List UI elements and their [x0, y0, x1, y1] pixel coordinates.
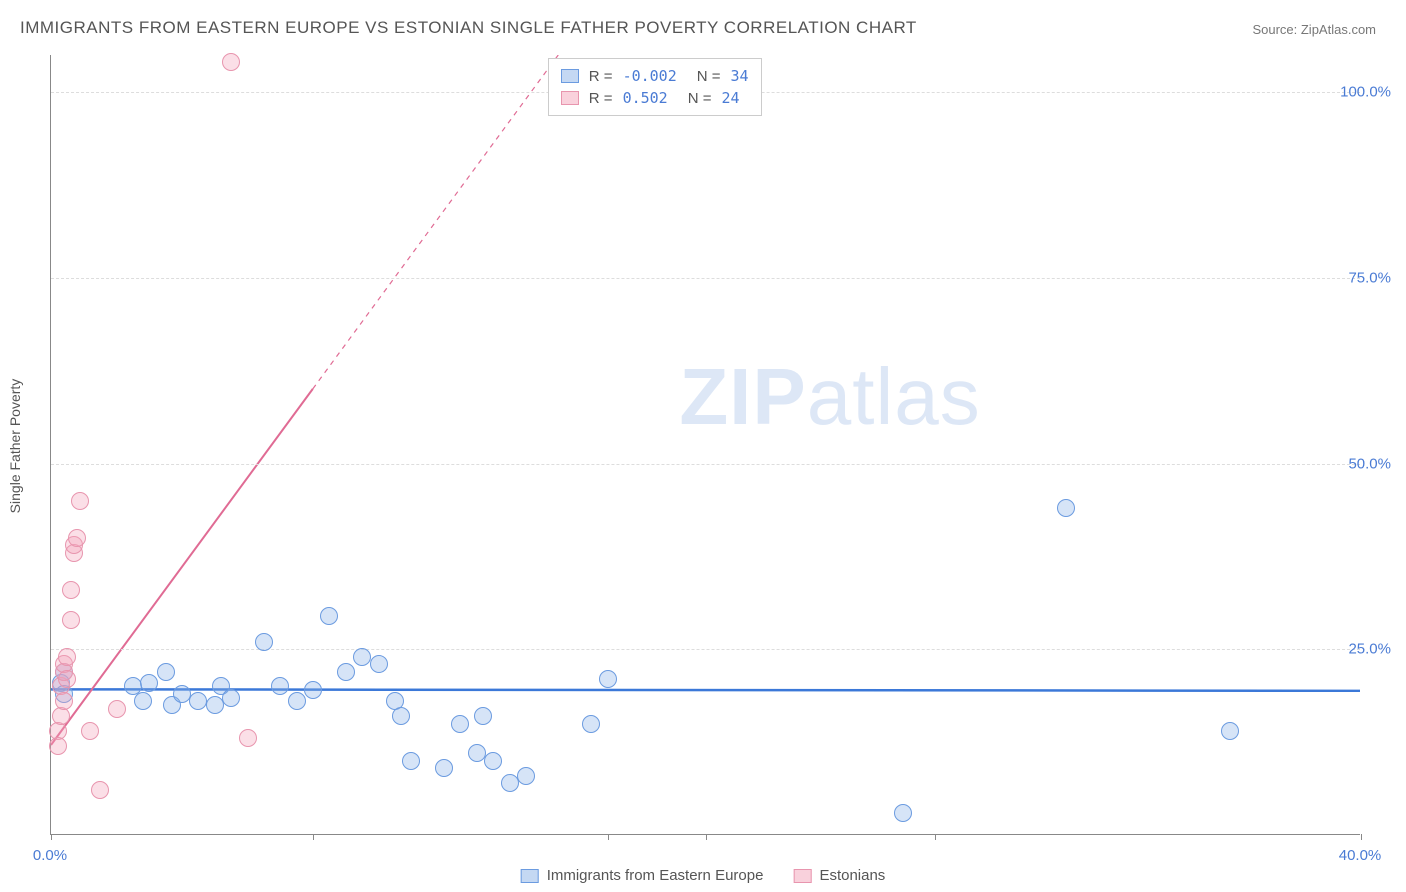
legend-bottom-item: Immigrants from Eastern Europe [521, 867, 764, 884]
data-point-estonians [108, 700, 126, 718]
data-point-immigrants [894, 804, 912, 822]
data-point-immigrants [206, 696, 224, 714]
y-tick-label: 25.0% [1348, 641, 1391, 658]
legend-row: R = -0.002 N = 34 [561, 65, 749, 87]
data-point-immigrants [222, 689, 240, 707]
legend-bottom-label: Immigrants from Eastern Europe [547, 867, 764, 884]
data-point-immigrants [435, 759, 453, 777]
legend-bottom-label: Estonians [819, 867, 885, 884]
data-point-immigrants [140, 674, 158, 692]
data-point-estonians [81, 722, 99, 740]
data-point-immigrants [353, 648, 371, 666]
data-point-estonians [68, 529, 86, 547]
data-point-immigrants [451, 715, 469, 733]
legend-swatch [561, 91, 579, 105]
x-tick-label: 0.0% [33, 847, 67, 864]
plot-area: ZIPatlas [50, 55, 1360, 835]
data-point-estonians [91, 781, 109, 799]
legend-r-value: -0.002 [623, 67, 677, 85]
x-tick [608, 834, 609, 840]
trend-lines-svg [51, 55, 1360, 834]
data-point-immigrants [370, 655, 388, 673]
data-point-estonians [58, 648, 76, 666]
data-point-immigrants [484, 752, 502, 770]
legend-r-value: 0.502 [623, 89, 668, 107]
legend-r-label: R = [589, 90, 613, 107]
data-point-immigrants [468, 744, 486, 762]
data-point-immigrants [474, 707, 492, 725]
legend-n-label: N = [697, 68, 721, 85]
gridline [51, 464, 1360, 465]
legend-top: R =-0.002N =34R = 0.502N =24 [548, 58, 762, 116]
data-point-immigrants [517, 767, 535, 785]
data-point-estonians [71, 492, 89, 510]
watermark-bold: ZIP [679, 352, 806, 441]
x-tick [706, 834, 707, 840]
data-point-immigrants [1057, 499, 1075, 517]
legend-swatch [793, 869, 811, 883]
x-tick [1361, 834, 1362, 840]
data-point-estonians [239, 729, 257, 747]
data-point-immigrants [392, 707, 410, 725]
x-tick [935, 834, 936, 840]
legend-bottom: Immigrants from Eastern Europe Estonians [521, 867, 886, 884]
data-point-immigrants [288, 692, 306, 710]
data-point-immigrants [337, 663, 355, 681]
legend-n-label: N = [688, 90, 712, 107]
chart-title: IMMIGRANTS FROM EASTERN EUROPE VS ESTONI… [20, 18, 917, 38]
data-point-estonians [62, 611, 80, 629]
data-point-estonians [62, 581, 80, 599]
data-point-estonians [55, 692, 73, 710]
x-tick [313, 834, 314, 840]
data-point-immigrants [271, 677, 289, 695]
legend-bottom-item: Estonians [793, 867, 885, 884]
x-tick-label: 40.0% [1339, 847, 1382, 864]
legend-row: R = 0.502 N = 24 [561, 87, 749, 109]
data-point-estonians [58, 670, 76, 688]
gridline [51, 278, 1360, 279]
data-point-immigrants [304, 681, 322, 699]
y-tick-label: 100.0% [1340, 84, 1391, 101]
data-point-immigrants [134, 692, 152, 710]
data-point-immigrants [501, 774, 519, 792]
data-point-immigrants [189, 692, 207, 710]
y-tick-label: 75.0% [1348, 269, 1391, 286]
x-tick [51, 834, 52, 840]
legend-swatch [561, 69, 579, 83]
y-tick-label: 50.0% [1348, 455, 1391, 472]
watermark: ZIPatlas [679, 351, 980, 443]
y-axis-label: Single Father Poverty [7, 379, 23, 514]
data-point-immigrants [582, 715, 600, 733]
data-point-immigrants [320, 607, 338, 625]
legend-swatch [521, 869, 539, 883]
data-point-immigrants [157, 663, 175, 681]
legend-r-label: R = [589, 68, 613, 85]
data-point-immigrants [255, 633, 273, 651]
legend-n-value: 24 [721, 89, 739, 107]
data-point-estonians [222, 53, 240, 71]
source-label: Source: ZipAtlas.com [1252, 22, 1376, 37]
data-point-immigrants [173, 685, 191, 703]
gridline [51, 649, 1360, 650]
data-point-estonians [49, 737, 67, 755]
data-point-immigrants [599, 670, 617, 688]
data-point-immigrants [1221, 722, 1239, 740]
watermark-light: atlas [807, 352, 981, 441]
data-point-immigrants [402, 752, 420, 770]
legend-n-value: 34 [731, 67, 749, 85]
